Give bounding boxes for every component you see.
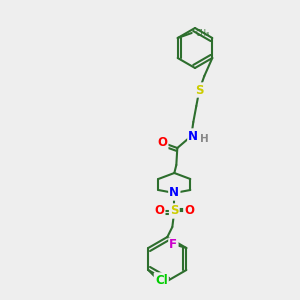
- Text: S: S: [170, 205, 178, 218]
- Text: CH₃: CH₃: [196, 28, 210, 38]
- Text: O: O: [157, 136, 167, 148]
- Text: S: S: [195, 83, 204, 97]
- Text: F: F: [169, 238, 177, 251]
- Text: O: O: [184, 205, 194, 218]
- Text: O: O: [154, 205, 164, 218]
- Text: H: H: [200, 134, 209, 144]
- Text: Cl: Cl: [155, 274, 168, 286]
- Text: N: N: [188, 130, 198, 142]
- Text: N: N: [169, 187, 179, 200]
